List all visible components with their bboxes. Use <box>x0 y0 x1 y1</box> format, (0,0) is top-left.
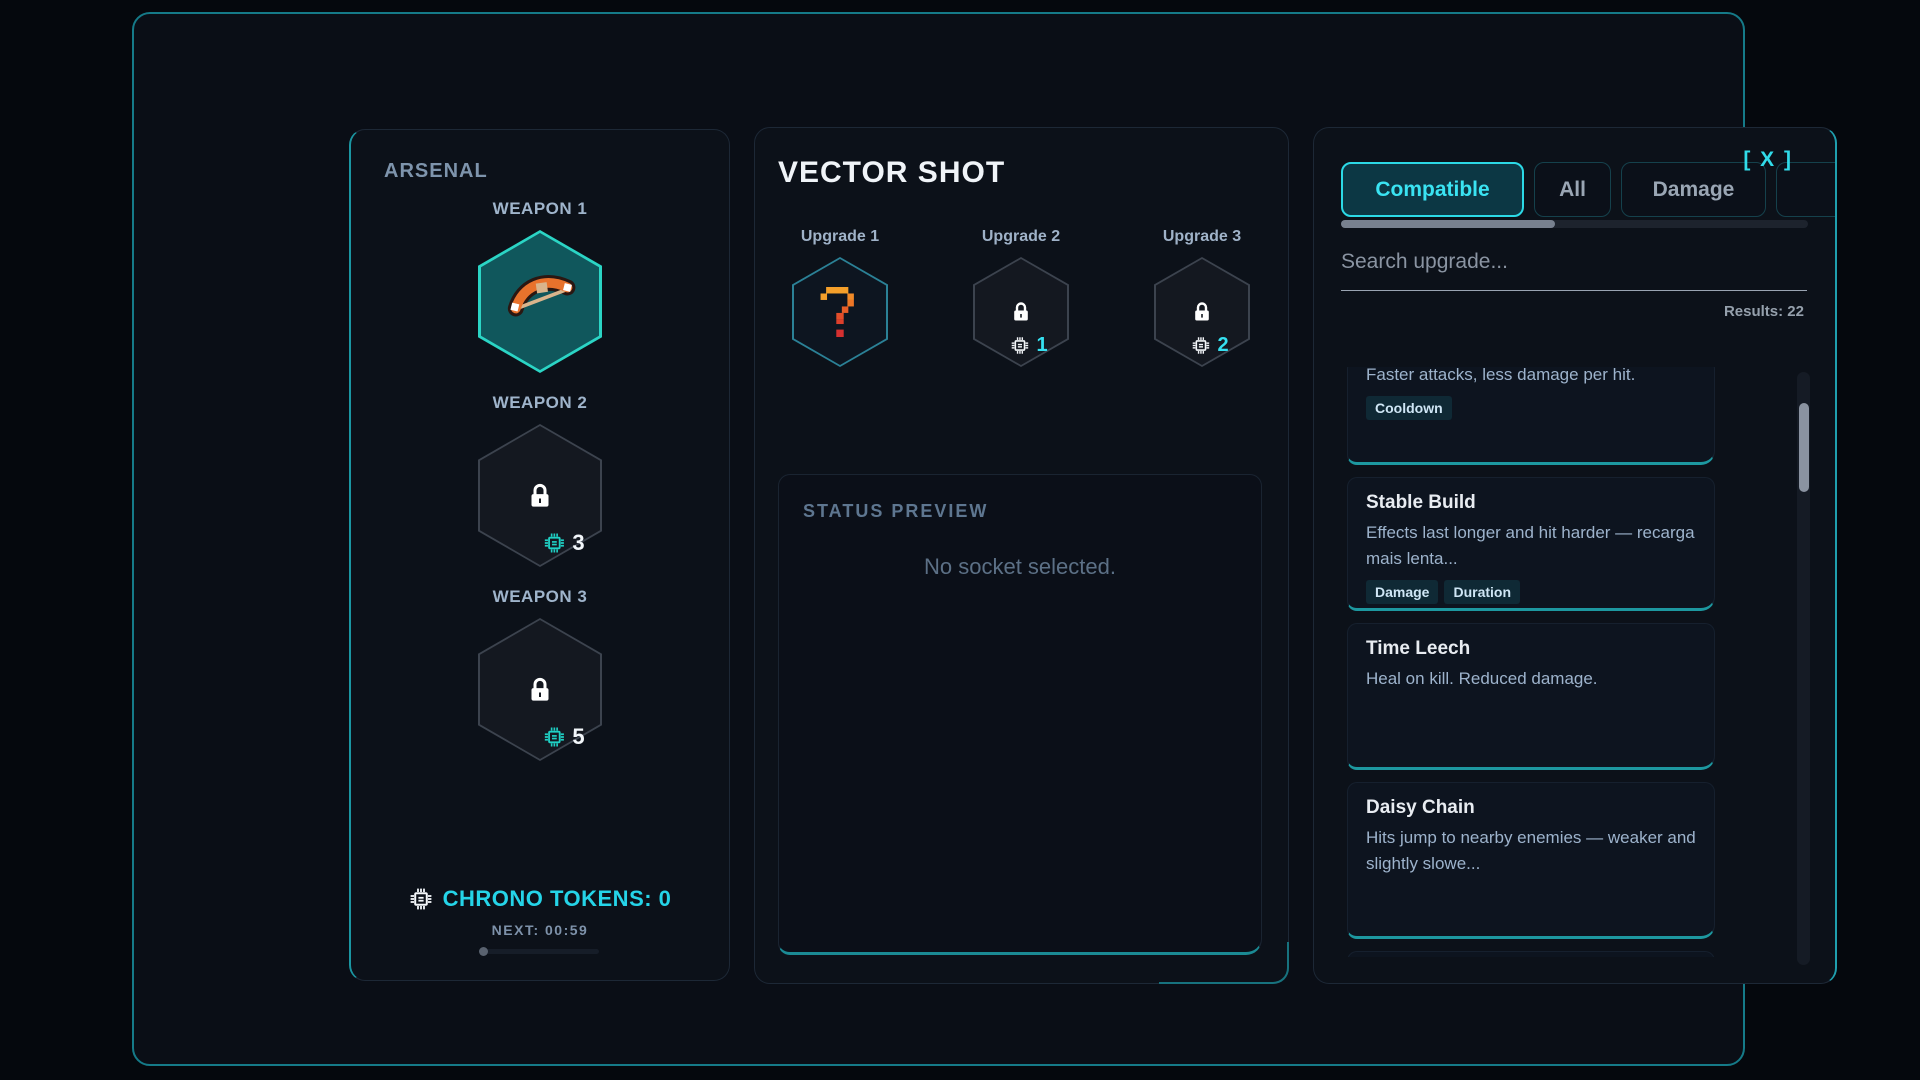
upgrade-card-list: Faster attacks, less damage per hit. Coo… <box>1347 367 1715 957</box>
weapon-hexagon-locked[interactable]: 5 <box>478 618 602 761</box>
status-preview-empty-text: No socket selected. <box>924 554 1116 579</box>
upgrade-socket-2[interactable]: Upgrade 2 <box>973 228 1069 367</box>
next-token-timer: NEXT: 00:59 <box>491 922 589 938</box>
weapon-slot-label: WEAPON 1 <box>492 199 588 218</box>
list-vertical-scrollbar[interactable] <box>1797 372 1810 965</box>
upgrade-card-title: Stable Build <box>1366 492 1476 513</box>
weapon-slot-label: WEAPON 2 <box>492 393 588 412</box>
tab-all[interactable]: All <box>1534 162 1611 217</box>
upgrade-card-tags: Damage Duration <box>1366 580 1696 604</box>
lock-icon <box>531 677 549 701</box>
upgrade-card-desc: Faster attacks, less damage per hit. <box>1366 367 1636 384</box>
socket-cost-value: 2 <box>1217 334 1229 357</box>
question-icon <box>820 287 854 337</box>
results-count: Results: 22 <box>1723 303 1804 320</box>
chrono-tokens-label: CHRONO TOKENS: 0 <box>442 886 672 911</box>
list-scrollbar-thumb[interactable] <box>1798 403 1809 492</box>
weapon-cost-value: 5 <box>572 723 585 749</box>
token-progress-dot <box>479 947 488 956</box>
weapon-slot-label: WEAPON 3 <box>492 587 588 606</box>
upgrade-card-tags: Cooldown <box>1366 396 1696 420</box>
upgrade-card-desc: Effects last longer and hit harder — rec… <box>1366 523 1695 568</box>
socket-label: Upgrade 3 <box>1162 228 1242 245</box>
chip-icon <box>544 533 564 553</box>
status-preview-title: STATUS PREVIEW <box>803 501 989 521</box>
lock-icon <box>531 483 549 507</box>
arsenal-title: ARSENAL <box>384 160 488 182</box>
socket-hexagon-locked[interactable]: 1 <box>973 257 1069 367</box>
upgrade-card-stable-build[interactable]: Stable Build Effects last longer and hit… <box>1347 477 1715 611</box>
upgrade-card-next-sliver <box>1347 951 1715 957</box>
upgrade-card-clipped[interactable]: Faster attacks, less damage per hit. Coo… <box>1347 367 1715 465</box>
socket-cost-value: 1 <box>1036 334 1048 357</box>
socket-hexagon-available[interactable] <box>792 257 888 367</box>
token-progress-bar <box>479 947 599 956</box>
weapon-detail-panel: VECTOR SHOT Upgrade 1 <box>754 127 1289 984</box>
socket-label: Upgrade 1 <box>800 228 880 245</box>
socket-label: Upgrade 2 <box>981 228 1061 245</box>
upgrade-card-title: Time Leech <box>1366 638 1471 659</box>
tabs-scrollbar-thumb[interactable] <box>1341 220 1555 228</box>
weapon-slot-3[interactable]: WEAPON 3 <box>478 587 602 761</box>
chip-icon <box>1192 337 1210 354</box>
chip-icon <box>544 727 564 747</box>
upgrade-socket-1[interactable]: Upgrade 1 <box>792 228 888 367</box>
tab-partial-clipped[interactable] <box>1776 162 1835 217</box>
chrono-tokens-block: CHRONO TOKENS: 0 NEXT: 00:59 <box>409 886 672 956</box>
status-preview-box: STATUS PREVIEW No socket selected. <box>778 474 1262 955</box>
lock-icon <box>1195 302 1209 321</box>
lock-icon <box>1014 302 1028 321</box>
tab-compatible[interactable]: Compatible <box>1341 162 1524 217</box>
weapon-name-title: VECTOR SHOT <box>778 156 1006 189</box>
chip-icon <box>1011 337 1029 354</box>
tag-damage: Damage <box>1366 580 1439 604</box>
upgrade-card-title: Daisy Chain <box>1366 797 1475 818</box>
catalog-tabs: Compatible All Damage <box>1341 162 1835 217</box>
search-input[interactable] <box>1341 242 1807 291</box>
tab-damage[interactable]: Damage <box>1621 162 1766 217</box>
upgrade-card-daisy-chain[interactable]: Daisy Chain Hits jump to nearby enemies … <box>1347 782 1715 939</box>
chip-icon <box>410 888 431 910</box>
tabs-horizontal-scrollbar[interactable] <box>1341 220 1808 228</box>
upgrade-catalog-panel: [ X ] Compatible All Damage Results: 22 … <box>1313 127 1837 984</box>
weapon-hexagon-locked[interactable]: 3 <box>478 424 602 567</box>
weapon-unlock-cost: 5 <box>543 723 585 750</box>
socket-unlock-cost: 2 <box>1191 334 1229 357</box>
upgrade-socket-3[interactable]: Upgrade 3 <box>1154 228 1250 367</box>
weapon-slot-1[interactable]: WEAPON 1 <box>478 199 602 373</box>
arsenal-panel: ARSENAL WEAPON 1 <box>349 129 730 981</box>
upgrade-card-time-leech[interactable]: Time Leech Heal on kill. Reduced damage. <box>1347 623 1715 770</box>
bow-icon <box>507 274 576 316</box>
socket-unlock-cost: 1 <box>1010 334 1048 357</box>
weapon-hexagon-active[interactable] <box>478 230 602 373</box>
upgrade-card-desc: Hits jump to nearby enemies — weaker and… <box>1366 828 1696 873</box>
weapon-slot-2[interactable]: WEAPON 2 <box>478 393 602 567</box>
upgrade-sockets-row: Upgrade 1 <box>792 228 1288 367</box>
weapon-unlock-cost: 3 <box>543 529 585 556</box>
tag-cooldown: Cooldown <box>1366 396 1452 420</box>
socket-hexagon-locked[interactable]: 2 <box>1154 257 1250 367</box>
upgrade-console-window: ARSENAL WEAPON 1 <box>132 12 1837 1066</box>
tag-duration: Duration <box>1444 580 1521 604</box>
close-button[interactable]: [ X ] <box>1743 148 1793 171</box>
upgrade-card-desc: Heal on kill. Reduced damage. <box>1366 669 1598 688</box>
weapon-cost-value: 3 <box>572 529 585 555</box>
